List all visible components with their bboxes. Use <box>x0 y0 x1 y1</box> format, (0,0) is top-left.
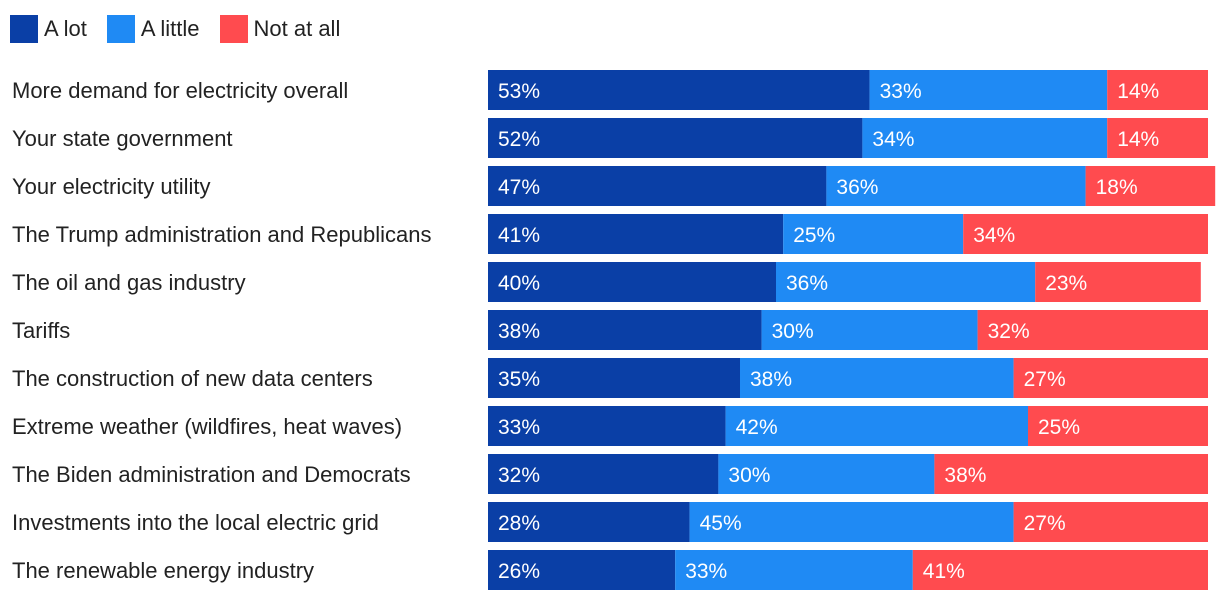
data-label-a-little: 45% <box>700 512 742 535</box>
data-label-a-little: 30% <box>728 464 770 487</box>
data-label-not-at-all: 41% <box>923 560 965 583</box>
data-label-not-at-all: 18% <box>1096 176 1138 199</box>
legend-item-a-little: A little <box>106 15 200 43</box>
bar-not-at-all <box>1013 502 1208 542</box>
data-label-a-little: 25% <box>793 224 835 247</box>
bar-a-little <box>776 262 1036 302</box>
legend-item-not-at-all: Not at all <box>219 15 341 43</box>
bar-not-at-all <box>1035 262 1201 302</box>
legend-label-not-at-all: Not at all <box>253 16 341 41</box>
bar-a-lot <box>488 118 863 158</box>
data-label-a-lot: 32% <box>498 464 540 487</box>
bar-a-little <box>862 118 1108 158</box>
data-label-a-lot: 47% <box>498 176 540 199</box>
legend-label-a-lot: A lot <box>44 16 87 41</box>
data-label-a-little: 36% <box>786 272 828 295</box>
bar-not-at-all <box>1028 406 1208 446</box>
category-label: Tariffs <box>12 318 70 343</box>
bar-a-little <box>725 406 1028 446</box>
bar-a-lot <box>488 358 740 398</box>
bar-a-little <box>761 310 978 350</box>
data-label-a-lot: 28% <box>498 512 540 535</box>
data-label-not-at-all: 32% <box>988 320 1030 343</box>
bar-not-at-all <box>1107 118 1208 158</box>
bar-a-lot <box>488 166 827 206</box>
data-label-a-little: 30% <box>772 320 814 343</box>
category-label: The Trump administration and Republicans <box>12 222 431 247</box>
legend-swatch-not-at-all <box>219 15 248 43</box>
bar-not-at-all <box>963 214 1208 254</box>
bar-a-little <box>675 550 913 590</box>
bar-a-lot <box>488 454 719 494</box>
bar-a-little <box>869 70 1108 110</box>
bar-not-at-all <box>912 550 1208 590</box>
data-label-a-lot: 52% <box>498 128 540 151</box>
category-label: The renewable energy industry <box>12 558 314 583</box>
bar-a-little <box>826 166 1086 206</box>
bar-a-lot <box>488 502 690 542</box>
legend-swatch-a-little <box>106 15 135 43</box>
category-label: The construction of new data centers <box>12 366 373 391</box>
data-label-a-little: 38% <box>750 368 792 391</box>
category-label: More demand for electricity overall <box>12 78 348 103</box>
bar-not-at-all <box>1107 70 1208 110</box>
data-label-a-little: 33% <box>685 560 727 583</box>
category-label: Extreme weather (wildfires, heat waves) <box>12 414 402 439</box>
legend-item-a-lot: A lot <box>10 15 87 43</box>
data-label-a-little: 42% <box>736 416 778 439</box>
data-label-a-lot: 38% <box>498 320 540 343</box>
legend-label-a-little: A little <box>140 16 200 41</box>
data-label-a-lot: 41% <box>498 224 540 247</box>
bar-a-little <box>740 358 1014 398</box>
data-label-a-little: 34% <box>872 128 914 151</box>
data-label-not-at-all: 14% <box>1117 128 1159 151</box>
data-label-not-at-all: 27% <box>1024 368 1066 391</box>
data-label-not-at-all: 14% <box>1117 80 1159 103</box>
bar-a-lot <box>488 262 776 302</box>
bar-a-little <box>783 214 964 254</box>
bar-a-little <box>689 502 1014 542</box>
category-label: Investments into the local electric grid <box>12 510 379 535</box>
data-label-not-at-all: 27% <box>1024 512 1066 535</box>
bar-not-at-all <box>1013 358 1208 398</box>
data-label-a-lot: 26% <box>498 560 540 583</box>
data-label-a-lot: 40% <box>498 272 540 295</box>
bar-not-at-all <box>977 310 1208 350</box>
data-label-not-at-all: 25% <box>1038 416 1080 439</box>
data-label-a-little: 33% <box>880 80 922 103</box>
chart-legend: A lot A little Not at all <box>10 14 360 44</box>
bar-a-lot <box>488 214 784 254</box>
category-label: The oil and gas industry <box>12 270 246 295</box>
bar-a-lot <box>488 550 676 590</box>
data-label-not-at-all: 38% <box>944 464 986 487</box>
data-label-a-lot: 33% <box>498 416 540 439</box>
data-label-a-little: 36% <box>836 176 878 199</box>
bar-a-little <box>718 454 935 494</box>
bar-a-lot <box>488 310 762 350</box>
bar-not-at-all <box>1085 166 1216 206</box>
category-label: Your state government <box>12 126 233 151</box>
data-label-a-lot: 35% <box>498 368 540 391</box>
data-label-not-at-all: 23% <box>1045 272 1087 295</box>
data-label-not-at-all: 34% <box>973 224 1015 247</box>
category-label: Your electricity utility <box>12 174 210 199</box>
legend-swatch-a-lot <box>10 15 38 43</box>
bar-a-lot <box>488 70 870 110</box>
bar-a-lot <box>488 406 726 446</box>
data-label-a-lot: 53% <box>498 80 540 103</box>
bar-not-at-all <box>934 454 1208 494</box>
category-label: The Biden administration and Democrats <box>12 462 411 487</box>
